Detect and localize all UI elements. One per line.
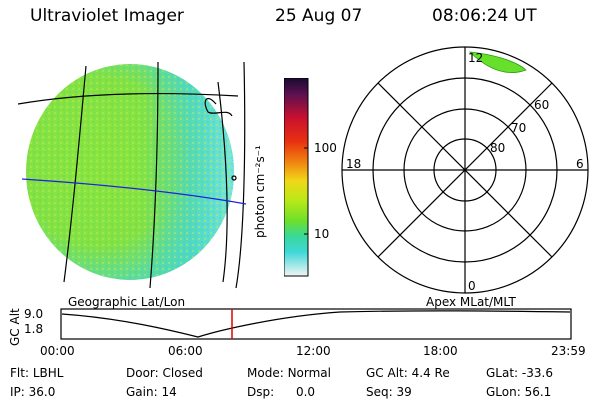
lat-label-70: 70 bbox=[511, 121, 526, 135]
date-label: 25 Aug 07 bbox=[275, 6, 363, 26]
info-dsp-value: 0.0 bbox=[295, 385, 316, 399]
info-gc-alt: GC Alt: 4.4 Re bbox=[366, 366, 450, 380]
info-dsp-label: Dsp: bbox=[247, 385, 275, 399]
mlt-label-12: 12 bbox=[468, 51, 483, 65]
info-ip: IP: 36.0 bbox=[10, 385, 55, 399]
info-mode: Mode: Normal bbox=[247, 366, 331, 380]
time-tick-3: 18:00 bbox=[423, 344, 458, 358]
time-tick-2: 12:00 bbox=[296, 344, 331, 358]
info-gain-value: 14 bbox=[161, 385, 177, 399]
info-glon-value: 56.1 bbox=[524, 385, 552, 399]
lat-label-80: 80 bbox=[490, 141, 505, 155]
auroral-oval bbox=[468, 51, 527, 73]
equator-line bbox=[21, 178, 247, 205]
info-door-label: Door: bbox=[126, 366, 159, 380]
info-mode-label: Mode: bbox=[247, 366, 284, 380]
mlt-label-0: 0 bbox=[468, 279, 476, 293]
info-flt: Flt: LBHL bbox=[10, 366, 63, 380]
colorbar-tick-100: 100 bbox=[314, 141, 337, 155]
mlt-label-18: 18 bbox=[346, 157, 361, 171]
info-gc-alt-value: 4.4 Re bbox=[411, 366, 450, 380]
info-glon-label: GLon: bbox=[486, 385, 521, 399]
altitude-plot bbox=[60, 308, 572, 340]
info-gc-alt-label: GC Alt: bbox=[366, 366, 408, 380]
info-flt-value: LBHL bbox=[32, 366, 64, 380]
time-tick-4: 23:59 bbox=[551, 344, 586, 358]
mlt-label-6: 6 bbox=[576, 157, 584, 171]
info-door: Door: Closed bbox=[126, 366, 203, 380]
polar-plot: 12 18 6 0 60 70 80 bbox=[341, 46, 589, 294]
info-seq: Seq: 39 bbox=[366, 385, 412, 399]
earth-disk bbox=[26, 64, 234, 280]
altitude-tick-high: 9.0 bbox=[24, 307, 44, 321]
info-seq-label: Seq: bbox=[366, 385, 393, 399]
info-flt-label: Flt: bbox=[10, 366, 29, 380]
info-mode-value: Normal bbox=[287, 366, 331, 380]
info-dsp: Dsp: 0.0 bbox=[247, 385, 315, 399]
apex-label: Apex MLat/MLT bbox=[426, 295, 516, 309]
info-glon: GLon: 56.1 bbox=[486, 385, 551, 399]
info-ip-value: 36.0 bbox=[28, 385, 56, 399]
app-title: Ultraviolet Imager bbox=[30, 6, 184, 26]
info-gain: Gain: 14 bbox=[126, 385, 177, 399]
colorbar-unit-label: photon cm⁻²s⁻¹ bbox=[253, 145, 267, 238]
info-door-value: Closed bbox=[162, 366, 203, 380]
info-gain-label: Gain: bbox=[126, 385, 158, 399]
info-glat: GLat: -33.6 bbox=[486, 366, 553, 380]
info-ip-label: IP: bbox=[10, 385, 25, 399]
info-seq-value: 39 bbox=[396, 385, 412, 399]
geographic-label: Geographic Lat/Lon bbox=[68, 295, 186, 309]
geographic-image bbox=[18, 61, 247, 289]
lat-label-60: 60 bbox=[534, 98, 549, 112]
time-tick-0: 00:00 bbox=[40, 344, 75, 358]
altitude-axis-label: GC Alt bbox=[8, 308, 22, 346]
altitude-tick-low: 1.8 bbox=[24, 322, 44, 336]
time-label: 08:06:24 UT bbox=[432, 6, 537, 26]
colorbar bbox=[284, 78, 309, 277]
geographic-grid bbox=[18, 61, 246, 289]
info-glat-value: -33.6 bbox=[521, 366, 553, 380]
time-tick-1: 06:00 bbox=[168, 344, 203, 358]
colorbar-tick-10: 10 bbox=[314, 227, 330, 241]
altitude-curve bbox=[61, 310, 571, 338]
info-glat-label: GLat: bbox=[486, 366, 519, 380]
